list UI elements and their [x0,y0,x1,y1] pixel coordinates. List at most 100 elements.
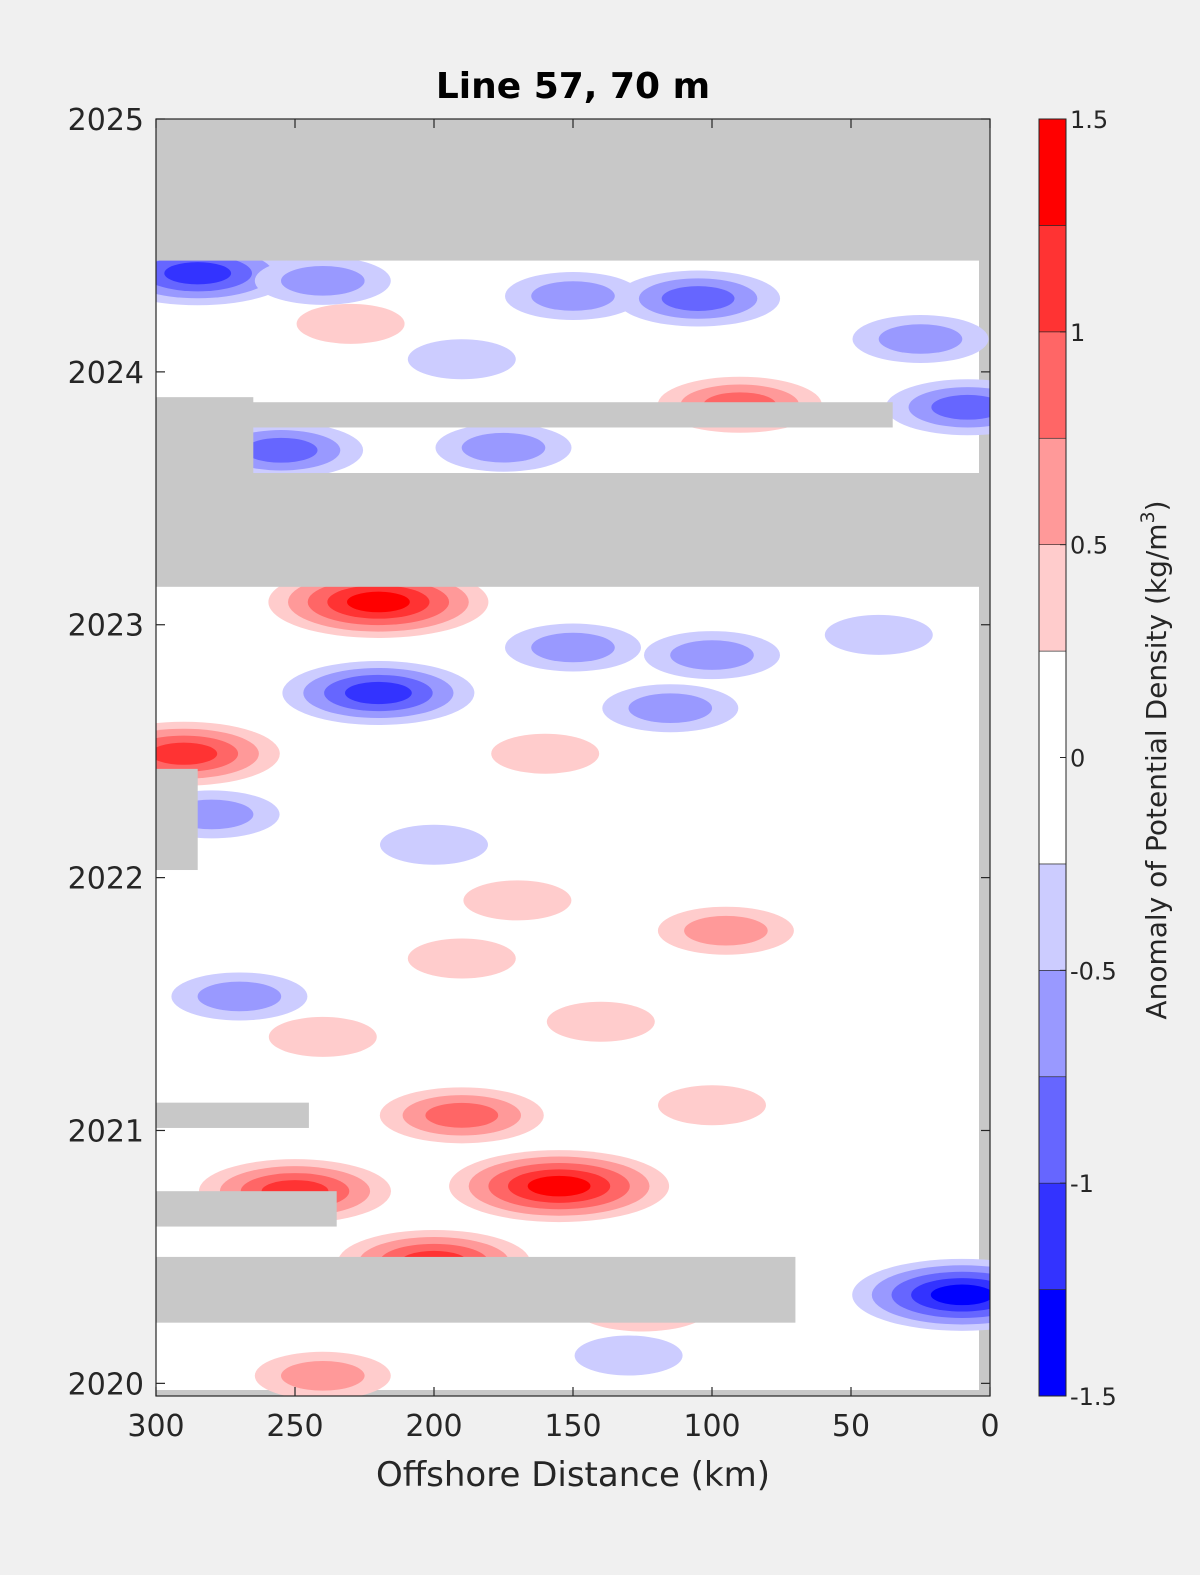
colorbar-tick-label: -1.5 [1070,1383,1117,1411]
x-axis-label: Offshore Distance (km) [376,1455,770,1495]
anomaly-blob [380,824,488,865]
chart-title: Line 57, 70 m [436,66,710,107]
anomaly-contour-level [531,632,615,663]
y-tick-label: 2022 [68,862,144,897]
x-tick-label: 100 [683,1409,740,1444]
anomaly-blob [171,972,308,1021]
anomaly-contour-level [527,1175,591,1197]
colorbar-tick-label: -0.5 [1070,957,1117,985]
colorbar-label-superscript: 3 [1137,511,1159,523]
y-tick-label: 2023 [68,609,144,644]
anomaly-contour-level [425,1102,499,1128]
anomaly-blob [505,623,641,672]
anomaly-contour-level [345,681,412,705]
colorbar-label-suffix: ) [1140,500,1173,511]
anomaly-contour-level [531,281,615,311]
anomaly-blob [491,733,600,774]
anomaly-blob [282,661,475,726]
anomaly-blob [463,880,572,921]
colorbar-tick-label: 1.5 [1070,106,1108,134]
colorbar-band [1038,863,1067,971]
anomaly-blob [658,1085,766,1126]
no-data-regions [156,119,990,1323]
y-tick-label: 2025 [68,103,144,138]
no-data-region [156,1191,337,1227]
colorbar-band [1038,437,1067,545]
anomaly-contour-level [407,339,516,380]
anomaly-contour-level [244,437,318,463]
colorbar-label: Anomaly of Potential Density (kg/m3) [1137,500,1173,1019]
anomaly-contour-level [197,981,282,1012]
no-data-region [156,473,990,587]
anomaly-blob [546,1001,655,1042]
no-data-region [156,397,254,474]
y-axis: 2020 2021 2022 2023 2024 2025 [68,103,990,1402]
anomaly-blob [296,303,405,344]
no-data-region [156,119,990,261]
colorbar-tick-label: -1 [1070,1170,1094,1198]
anomaly-contour-level [658,1085,766,1126]
colorbar-band [1038,225,1067,333]
anomaly-blob [268,1016,377,1057]
plot-area [155,118,991,1397]
colorbar-band [1038,970,1067,1078]
anomaly-contour-level [281,266,365,296]
anomaly-contour-level [878,324,963,354]
colorbar-band [1038,1289,1067,1397]
anomaly-blob [449,1150,670,1223]
x-tick-label: 250 [266,1409,323,1444]
anomaly-contour-level [164,262,232,285]
anomaly-contour-level [931,394,990,420]
anomaly-blob [602,684,739,733]
anomaly-contour-level [670,640,754,670]
x-tick-label: 50 [832,1409,870,1444]
anomaly-contour-level [380,824,488,865]
anomaly-blob [824,614,933,655]
anomaly-blob [254,256,391,305]
anomaly-contour-level [546,1001,655,1042]
anomaly-blob [616,270,781,327]
anomaly-blob [407,339,516,380]
x-tick-label: 300 [127,1409,184,1444]
anomaly-contour-level [296,303,405,344]
anomaly-blob [254,1351,391,1396]
anomaly-blob [852,314,989,363]
anomaly-contour-level [824,614,933,655]
anomaly-blob [407,938,516,979]
anomaly-contour-level [407,938,516,979]
colorbar-tick-label: 1 [1070,319,1085,347]
anomaly-contour-level [491,733,600,774]
anomaly-blob [379,1087,544,1144]
colorbar-band [1038,1076,1067,1184]
anomaly-contour-level [347,591,410,613]
colorbar-band [1038,544,1067,652]
anomaly-blob [435,423,572,472]
colorbar: -1.5 -1 -0.5 0 0.5 1 1.5 Anomaly of Potential … [1038,106,1173,1411]
x-axis: 300 250 200 150 100 50 0 [127,119,1000,1444]
x-tick-label: 150 [544,1409,601,1444]
x-tick-label: 0 [980,1409,999,1444]
colorbar-band [1038,118,1067,226]
no-data-region [156,768,198,871]
no-data-region [156,1102,309,1128]
anomaly-contour-level [463,880,572,921]
anomaly-contour-level [684,915,768,946]
no-data-region [156,1256,796,1323]
colorbar-band [1038,1182,1067,1290]
anomaly-contour-level [661,286,735,311]
anomaly-contour-level [281,1360,365,1391]
anomaly-blob [852,1258,990,1331]
y-tick-label: 2020 [68,1367,144,1402]
anomaly-contour-level [628,693,713,723]
anomaly-contour-level [268,1016,377,1057]
anomaly-blob [657,906,794,955]
anomaly-contour-level [156,742,218,765]
y-tick-label: 2024 [68,356,144,391]
anomaly-contour-level [930,1284,990,1306]
colorbar-tick-label: 0 [1070,745,1085,773]
anomaly-contour-level [574,1335,683,1376]
anomaly-blob [574,1335,683,1376]
anomaly-blob [268,565,489,638]
x-tick-label: 200 [405,1409,462,1444]
